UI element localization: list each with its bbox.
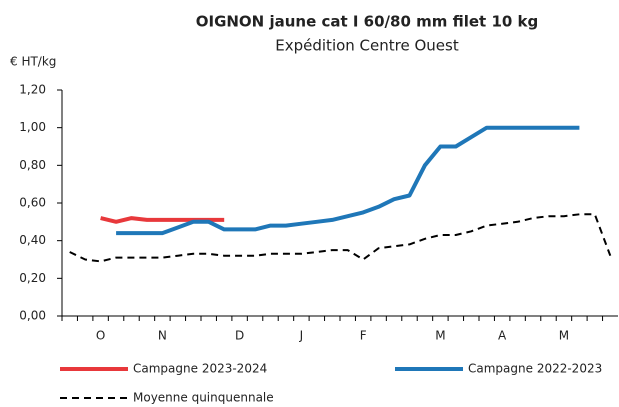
x-tick-label: N (158, 329, 167, 343)
legend-label: Campagne 2022-2023 (468, 362, 602, 376)
y-tick-label: 0,00 (19, 309, 46, 323)
y-tick-label: 0,60 (19, 196, 46, 210)
chart-title: OIGNON jaune cat I 60/80 mm filet 10 kg (196, 13, 539, 31)
series-line (116, 125, 580, 236)
y-axis-label: € HT/kg (10, 55, 56, 69)
y-tick-label: 0,80 (19, 158, 46, 172)
x-tick-label: F (360, 329, 367, 343)
y-tick-label: 1,00 (19, 120, 46, 134)
x-tick-label: M (559, 329, 569, 343)
x-tick-label: A (498, 329, 507, 343)
legend-label: Campagne 2023-2024 (133, 362, 267, 376)
y-tick-label: 1,20 (19, 83, 46, 97)
x-tick-label: D (235, 329, 244, 343)
y-tick-label: 0,40 (19, 233, 46, 247)
chart-subtitle: Expédition Centre Ouest (275, 37, 459, 55)
x-tick-label: J (299, 329, 304, 343)
x-tick-label: M (435, 329, 445, 343)
y-tick-label: 0,20 (19, 271, 46, 285)
x-tick-label: O (96, 329, 105, 343)
legend-label: Moyenne quinquennale (133, 391, 274, 405)
